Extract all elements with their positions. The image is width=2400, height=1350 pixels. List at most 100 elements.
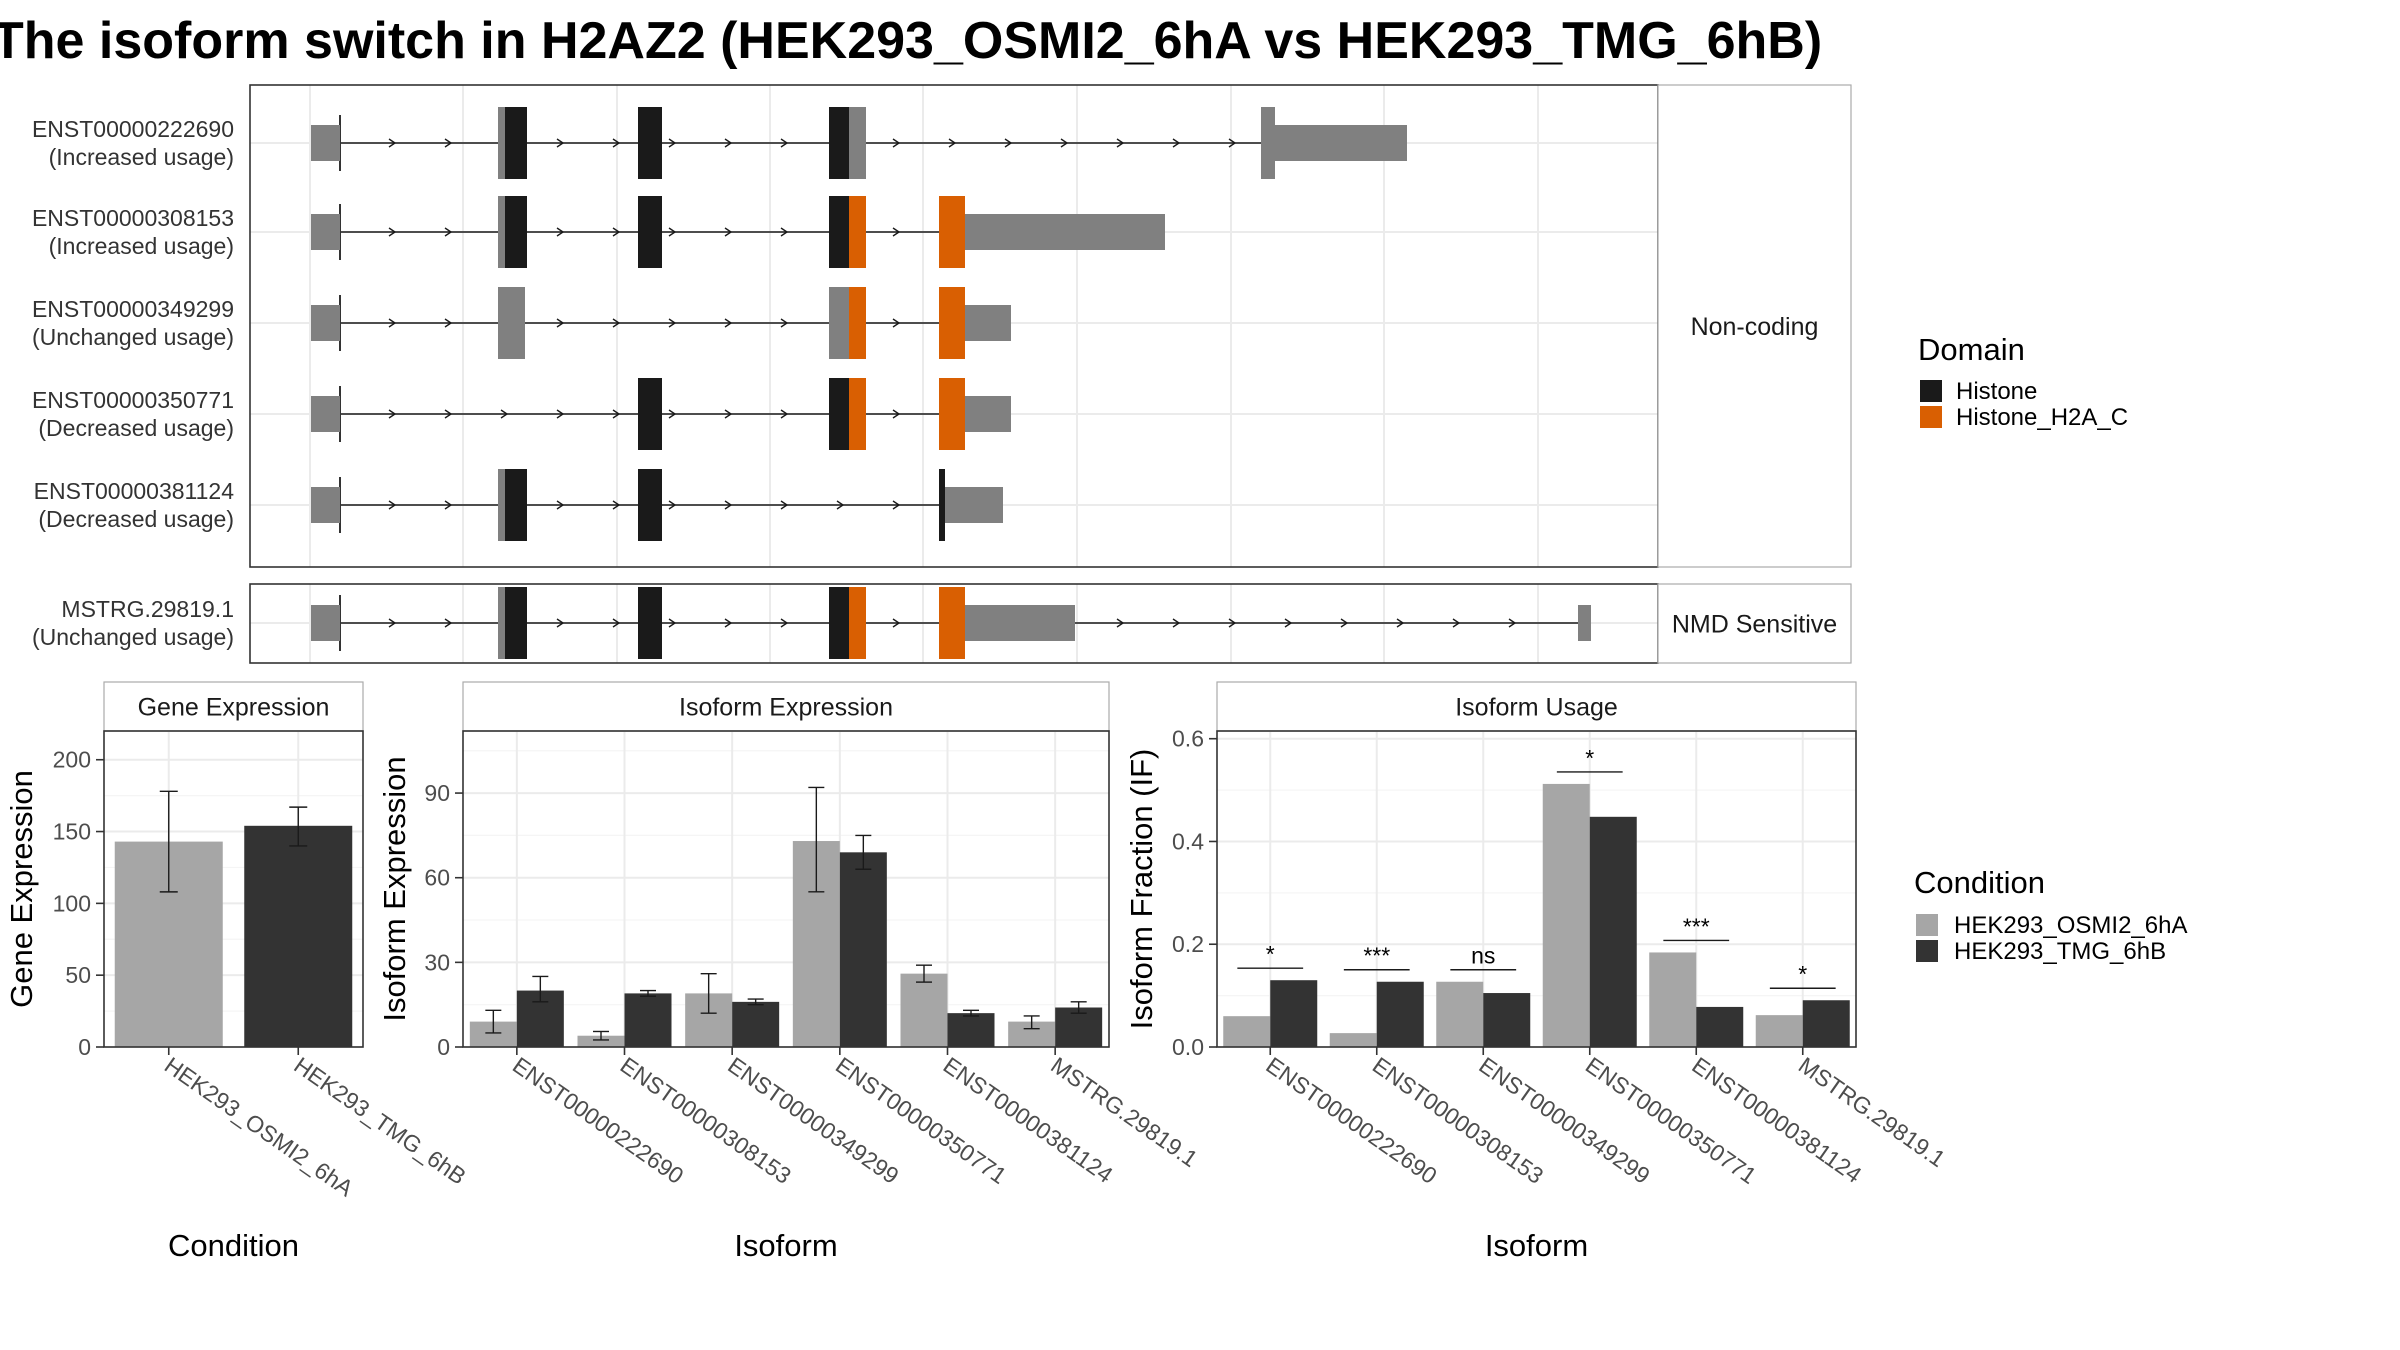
intron-arrow	[612, 138, 621, 148]
bar-osmi2	[900, 973, 948, 1047]
bar-osmi2	[1329, 1033, 1377, 1047]
coding-exon	[849, 107, 866, 179]
significance-label: *	[1266, 941, 1275, 967]
domain-exon-histone	[638, 469, 662, 541]
intron-arrow	[556, 138, 565, 148]
domain-legend-swatch	[1920, 380, 1942, 402]
y-tick-label: 30	[424, 949, 450, 975]
bar-tmg	[624, 993, 672, 1047]
intron-arrow	[612, 227, 621, 237]
domain-exon-histone	[829, 107, 849, 179]
transcript-usage-label: (Increased usage)	[49, 144, 234, 170]
intron-arrow	[612, 500, 621, 510]
y-tick-label: 0.6	[1172, 726, 1204, 752]
intron-arrow	[556, 500, 565, 510]
domain-exon-histone-h2a-c	[849, 378, 866, 450]
bar-tmg	[1696, 1006, 1744, 1047]
panel-title: Gene Expression	[138, 694, 330, 722]
x-axis-title: Isoform	[734, 1228, 837, 1263]
intron-arrow	[1172, 138, 1181, 148]
intron-arrow	[556, 618, 565, 628]
intron-arrow	[388, 500, 397, 510]
domain-exon-histone	[638, 107, 662, 179]
intron-arrow	[780, 318, 789, 328]
transcript-row: ENST00000308153(Increased usage)	[32, 196, 1165, 268]
significance-label: ***	[1683, 913, 1710, 939]
intron-arrow	[612, 618, 621, 628]
domain-exon-histone-h2a-c	[849, 587, 866, 659]
significance-label: ns	[1471, 943, 1495, 969]
bar-osmi2	[1542, 783, 1590, 1047]
intron-arrow	[892, 138, 901, 148]
intron-arrow	[388, 618, 397, 628]
intron-arrow	[892, 318, 901, 328]
intron-arrow	[668, 618, 677, 628]
intron-arrow	[948, 138, 957, 148]
domain-exon-histone	[505, 107, 527, 179]
utr-exon	[965, 605, 1075, 641]
y-tick-label: 0	[437, 1034, 450, 1060]
panel-strip	[462, 681, 1110, 732]
transcript-id-label: ENST00000308153	[32, 205, 234, 231]
condition-legend-swatch	[1916, 914, 1938, 936]
coding-exon	[498, 587, 505, 659]
intron-arrow	[388, 409, 397, 419]
transcript-usage-label: (Decreased usage)	[38, 506, 234, 532]
domain-exon-histone	[638, 378, 662, 450]
domain-exon-histone	[829, 378, 849, 450]
intron-arrow	[556, 318, 565, 328]
bar-osmi2	[1436, 981, 1484, 1047]
intron-arrow	[724, 409, 733, 419]
intron-arrow	[388, 318, 397, 328]
transcript-id-label: MSTRG.29819.1	[61, 596, 234, 622]
intron-arrow	[780, 227, 789, 237]
intron-arrow	[1452, 618, 1461, 628]
transcript-id-label: ENST00000349299	[32, 296, 234, 322]
intron-arrow	[892, 618, 901, 628]
domain-exon-histone	[505, 587, 527, 659]
intron-arrow	[1116, 618, 1125, 628]
y-tick-label: 0.2	[1172, 931, 1204, 957]
panel-border	[103, 730, 364, 1048]
domain-exon-histone	[829, 587, 849, 659]
y-tick-label: 0	[78, 1034, 91, 1060]
intron-arrow	[1508, 618, 1517, 628]
y-axis-title: Gene Expression	[4, 770, 39, 1008]
condition-legend-swatch	[1916, 940, 1938, 962]
domain-legend-label: Histone_H2A_C	[1956, 404, 2128, 431]
coding-exon	[1268, 107, 1275, 179]
x-axis-title: Condition	[168, 1228, 299, 1263]
bar-osmi2	[1755, 1015, 1803, 1047]
intron-arrow	[892, 227, 901, 237]
utr-exon	[311, 605, 340, 641]
intron-arrow	[1396, 618, 1405, 628]
y-axis-title: Isoform Fraction (IF)	[1124, 749, 1159, 1030]
intron-arrow	[500, 409, 509, 419]
bar-tmg	[839, 852, 887, 1047]
intron-arrow	[1116, 138, 1125, 148]
bar-tmg	[1802, 1000, 1850, 1047]
coding-exon	[1261, 107, 1269, 179]
intron-arrow	[780, 138, 789, 148]
utr-exon	[311, 487, 340, 523]
domain-exon-histone-h2a-c	[849, 196, 866, 268]
coding-exon	[498, 469, 505, 541]
intron-arrow	[388, 227, 397, 237]
transcript-row: ENST00000349299(Unchanged usage)	[32, 287, 1011, 359]
coding-exon	[829, 287, 849, 359]
domain-exon-histone	[939, 469, 945, 541]
domain-exon-histone	[638, 196, 662, 268]
domain-legend-swatch	[1920, 406, 1942, 428]
intron-arrow	[724, 618, 733, 628]
intron-arrow	[1284, 618, 1293, 628]
intron-arrow	[444, 618, 453, 628]
domain-exon-histone-h2a-c	[939, 587, 965, 659]
domain-exon-histone	[829, 196, 849, 268]
intron-arrow	[668, 138, 677, 148]
intron-arrow	[388, 138, 397, 148]
